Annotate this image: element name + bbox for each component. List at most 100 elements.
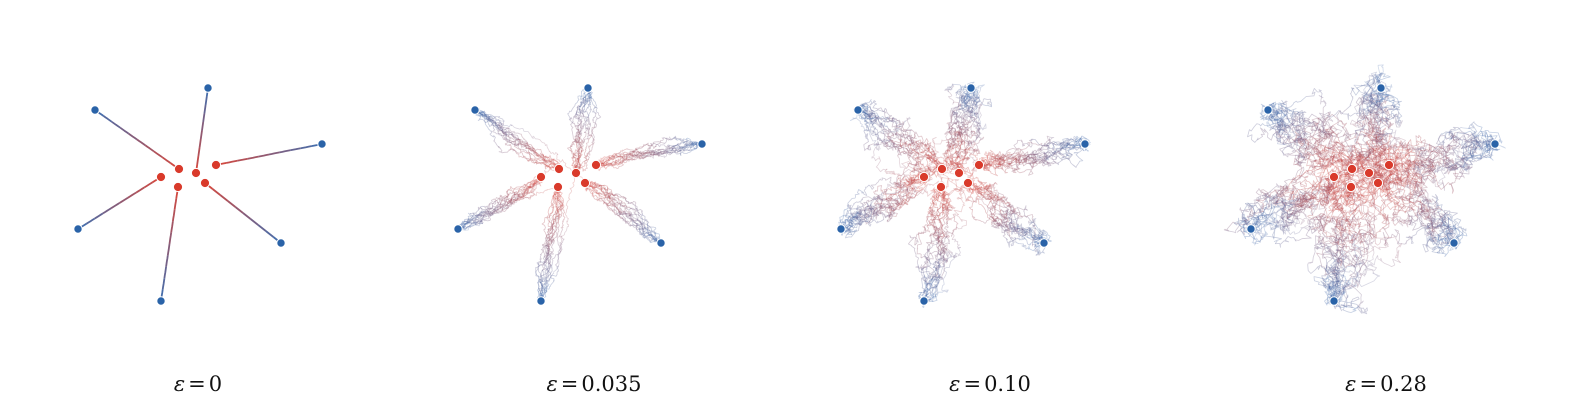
trajectory-segment <box>943 235 950 247</box>
trajectory-segment <box>506 191 516 198</box>
trajectory-segment <box>606 197 617 206</box>
trajectory-segment <box>1409 159 1421 169</box>
trajectory-segment <box>617 210 623 219</box>
trajectory-segment <box>1275 189 1287 201</box>
trajectory-segment <box>1366 78 1381 89</box>
trajectory-segment <box>607 195 615 206</box>
trajectory-segment <box>85 217 96 225</box>
trajectory-segment <box>1319 111 1331 134</box>
trajectory-segment <box>904 187 914 206</box>
trajectory-segment <box>1431 213 1452 227</box>
trajectory-segment <box>1244 208 1264 221</box>
trajectory-segment <box>1451 152 1468 170</box>
trajectory-segment <box>1075 135 1086 145</box>
trajectory-segment <box>172 209 176 222</box>
trajectory-segment <box>953 196 966 215</box>
end-point-marker <box>1246 224 1256 234</box>
trajectory-segment <box>1266 196 1285 215</box>
trajectory-segment <box>1350 174 1366 188</box>
trajectory-segment <box>1337 166 1366 177</box>
trajectory-segment <box>512 196 522 204</box>
trajectory-segment <box>557 201 563 213</box>
trajectory-segment <box>578 100 588 111</box>
trajectory-segment <box>1392 211 1405 226</box>
trajectory-segment <box>1349 254 1357 277</box>
trajectory-segment <box>862 99 873 107</box>
trajectory-segment <box>1401 180 1413 201</box>
start-point-marker <box>1345 181 1357 193</box>
trajectory-segment <box>1375 116 1390 134</box>
trajectory-segment <box>1334 276 1343 296</box>
trajectory-segment <box>970 90 979 106</box>
trajectory-segment <box>936 252 945 261</box>
trajectory-segment <box>1306 178 1329 187</box>
trajectory-segment <box>1358 232 1370 250</box>
trajectory-segment <box>540 243 549 257</box>
trajectory-segment <box>577 146 581 158</box>
trajectory-segment <box>1265 183 1288 200</box>
trajectory-segment <box>1241 203 1249 225</box>
trajectory-segment <box>1279 218 1294 230</box>
trajectory-segment <box>1322 217 1336 227</box>
trajectory-segment <box>1372 165 1385 172</box>
trajectory-segment <box>905 182 922 189</box>
trajectory-segment <box>897 182 904 190</box>
trajectory-segment <box>1413 143 1432 168</box>
trajectory-segment <box>1368 167 1389 183</box>
trajectory-segment <box>1273 100 1289 114</box>
trajectory-segment <box>1381 130 1389 143</box>
trajectory-segment <box>1318 233 1339 244</box>
trajectory-segment <box>523 184 534 191</box>
trajectory-segment <box>951 238 961 250</box>
trajectory-segment <box>575 125 580 137</box>
trajectory-segment <box>1267 195 1291 211</box>
trajectory-segment <box>639 147 651 153</box>
trajectory-segment <box>1428 234 1455 246</box>
trajectory-segment <box>1327 140 1348 150</box>
trajectory-segment <box>644 226 656 239</box>
trajectory-segment <box>626 148 638 153</box>
trajectory-segment <box>579 99 584 108</box>
trajectory-segment <box>1317 128 1327 142</box>
trajectory-segment <box>1317 117 1334 126</box>
trajectory-segment <box>600 188 607 195</box>
trajectory-segment <box>506 189 512 198</box>
trajectory-segment <box>1361 91 1375 105</box>
trajectory-segment <box>958 131 969 157</box>
trajectory-segment <box>1388 170 1404 185</box>
trajectory-segment <box>599 192 612 198</box>
trajectory-segment <box>883 186 893 200</box>
trajectory-segment <box>544 244 550 257</box>
trajectory-segment <box>580 138 589 143</box>
trajectory-segment <box>627 207 642 215</box>
trajectory-segment <box>1431 209 1442 222</box>
trajectory-segment <box>944 144 953 161</box>
trajectory-segment <box>1367 215 1376 247</box>
trajectory-segment <box>1394 147 1403 160</box>
trajectory-segment <box>1039 142 1048 151</box>
trajectory-segment <box>1330 224 1339 244</box>
trajectory-segment <box>1360 182 1379 196</box>
end-point-marker <box>656 238 666 248</box>
trajectory-segment <box>944 130 952 139</box>
trajectory-segment <box>1002 148 1019 161</box>
trajectory-segment <box>1456 162 1473 179</box>
trajectory-segment <box>953 113 960 129</box>
trajectory-segment <box>1275 185 1295 200</box>
trajectory-segment <box>543 277 548 289</box>
trajectory-segment <box>581 167 587 172</box>
trajectory-segment <box>1301 196 1312 210</box>
trajectory-segment <box>590 97 597 110</box>
trajectory-segment <box>941 246 949 267</box>
trajectory-segment <box>1267 109 1282 135</box>
trajectory-segment <box>624 211 631 216</box>
trajectory-segment <box>657 152 668 155</box>
trajectory-segment <box>1287 202 1319 219</box>
trajectory-segment <box>993 199 1001 214</box>
trajectory-segment <box>1413 157 1427 169</box>
trajectory-segment <box>1256 208 1267 235</box>
trajectory-segment <box>574 131 580 144</box>
start-point-marker <box>210 159 222 171</box>
trajectory-segment <box>1377 255 1401 267</box>
trajectory-segment <box>885 207 896 215</box>
